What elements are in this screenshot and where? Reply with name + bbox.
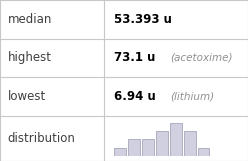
Bar [170, 123, 182, 156]
Bar [128, 139, 140, 156]
Text: 6.94 u: 6.94 u [114, 90, 156, 103]
Text: lowest: lowest [7, 90, 46, 103]
Text: distribution: distribution [7, 132, 75, 145]
Text: 73.1 u: 73.1 u [114, 52, 155, 64]
Text: (acetoxime): (acetoxime) [171, 53, 233, 63]
Bar [198, 148, 210, 156]
Bar [156, 131, 168, 156]
Text: (lithium): (lithium) [171, 92, 215, 102]
Text: 53.393 u: 53.393 u [114, 13, 172, 26]
Bar [142, 139, 154, 156]
Text: median: median [7, 13, 52, 26]
Bar [184, 131, 195, 156]
Bar [114, 148, 125, 156]
Text: highest: highest [7, 52, 51, 64]
